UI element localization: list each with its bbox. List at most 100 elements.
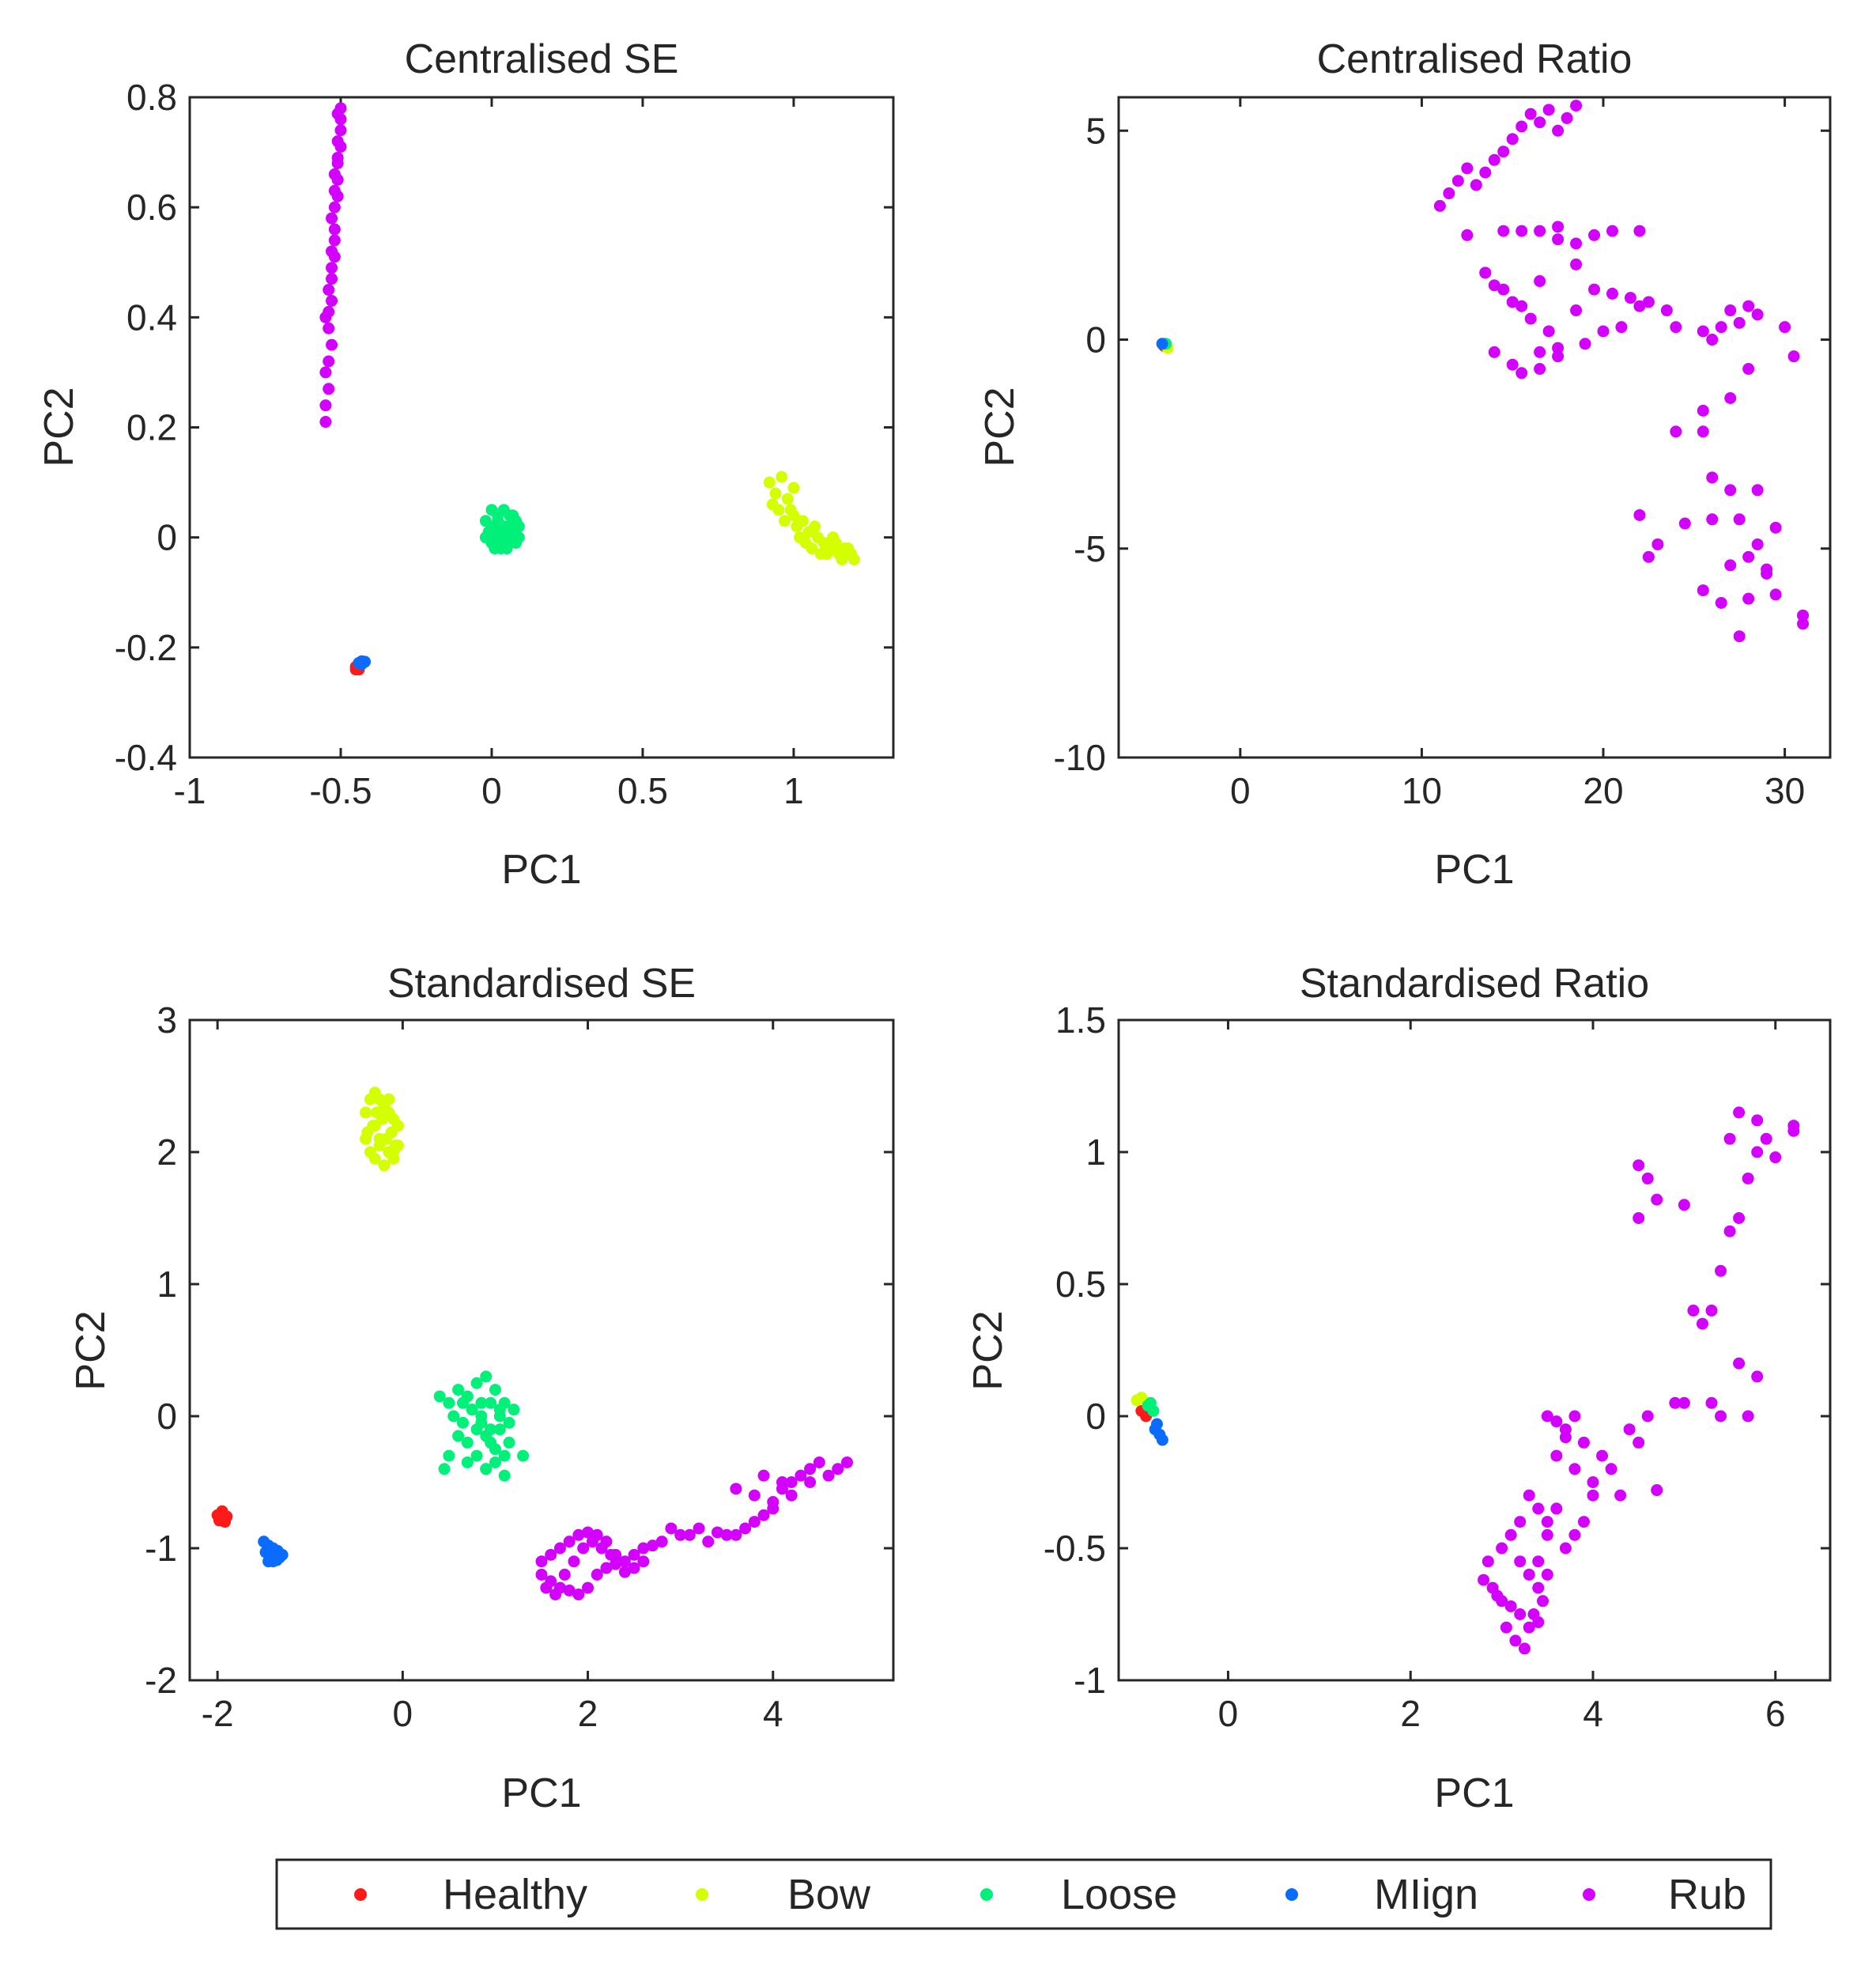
axis-ticks: 0 10 20 30 -10 -5 0 5 [1054,97,1830,811]
point-rub [1559,1542,1572,1555]
point-rub [730,1528,742,1541]
legend-box [275,1858,1772,1930]
point-rub [1724,559,1737,572]
point-rub [1537,1595,1549,1608]
point-rub [1715,1410,1727,1422]
point-rub [618,1555,631,1568]
legend: Healthy Bow Loose MIign Rub [275,1858,1772,1930]
point-rub [568,1555,580,1568]
point-rub [572,1528,585,1541]
point-rub [591,1568,603,1581]
point-rub [674,1528,687,1541]
point-bow [827,531,840,544]
point-loose [475,1396,488,1409]
point-rub [1506,133,1519,145]
point-loose [470,1449,483,1462]
point-rub [1705,1396,1718,1409]
point-rub [1779,321,1791,334]
point-rub [1552,342,1565,354]
point-rub [535,1568,548,1581]
point-rub [1470,179,1482,191]
y-tick-label: 0.5 [1055,1264,1106,1305]
point-rub [1534,116,1546,129]
point-rub [328,234,341,247]
point-loose [497,520,510,533]
point-loose [493,1423,506,1436]
point-rub [1497,225,1510,237]
point-rub [712,1526,723,1539]
point-rub [1518,1642,1531,1655]
point-rub [1541,1568,1553,1581]
point-rub [1532,1555,1545,1568]
y-axis-label: PC2 [68,1310,114,1390]
x-tick-label: 0 [393,1693,413,1734]
plot-area [188,1018,895,1682]
x-tick-label: 0.5 [617,770,668,811]
legend-label-healthy: Healthy [443,1871,587,1918]
point-rub [1497,145,1510,158]
point-loose [466,1404,478,1416]
point-rub [1534,346,1546,358]
legend-label-rub: Rub [1668,1871,1746,1918]
scatter-points [319,102,860,676]
panel-title: Centralised Ratio [1317,36,1633,82]
point-rub [1724,484,1737,497]
point-rub [553,1542,566,1555]
point-rub [1516,300,1528,312]
point-rub [1641,1410,1654,1422]
point-loose [461,1456,474,1468]
point-rub [647,1540,659,1552]
point-bow [787,482,800,494]
point-rub [326,245,338,258]
point-rub [1651,1484,1663,1497]
panel-title: Centralised SE [405,36,679,82]
point-bow [842,542,855,555]
point-rub [1523,1568,1535,1581]
y-tick-label: -5 [1074,528,1106,569]
point-rub [1577,1516,1590,1528]
point-loose [470,1377,483,1389]
point-rub [1687,1304,1700,1317]
point-rub [1532,1502,1545,1515]
point-rub [328,201,341,213]
point-bow [368,1152,381,1165]
point-rub [1733,513,1746,526]
point-rub [840,1456,853,1468]
point-bow [360,1132,372,1145]
point-loose [456,1416,469,1429]
point-rub [558,1568,571,1581]
point-bow [1135,1392,1148,1404]
point-rub [1633,300,1646,312]
point-loose [485,1436,497,1449]
point-rub [1588,283,1601,296]
point-bow [784,504,797,516]
point-rub [1497,283,1510,296]
point-rub [1523,1489,1535,1502]
point-loose [493,1410,506,1422]
y-tick-label: -0.5 [1044,1528,1106,1569]
point-rub [1715,596,1727,609]
point-rub [1651,1193,1663,1206]
y-tick-label: 0.8 [126,77,177,118]
y-tick-label: 3 [157,999,177,1041]
point-loose [507,509,519,522]
point-rub [1509,1634,1522,1647]
point-rub [1534,225,1546,237]
point-rub [610,1558,622,1570]
panel-centralised-ratio: Centralised Ratio 0 10 20 30 -10 -5 0 5 PC1 PC2 [977,36,1832,893]
point-rub [1479,266,1492,279]
point-rub [1697,325,1709,338]
y-tick-label: -10 [1054,737,1106,778]
point-rub [1561,111,1573,124]
point-rub [1697,584,1709,597]
point-healthy [219,1516,231,1528]
point-rub [795,1469,807,1482]
point-rub [1606,287,1618,300]
point-rub [1534,363,1546,376]
point-rub [540,1581,553,1594]
y-tick-label: 1.5 [1055,999,1106,1041]
x-tick-label: 4 [1583,1693,1603,1734]
point-rub [1504,1600,1517,1612]
y-tick-label: 1 [157,1264,177,1305]
point-rub [572,1588,585,1600]
